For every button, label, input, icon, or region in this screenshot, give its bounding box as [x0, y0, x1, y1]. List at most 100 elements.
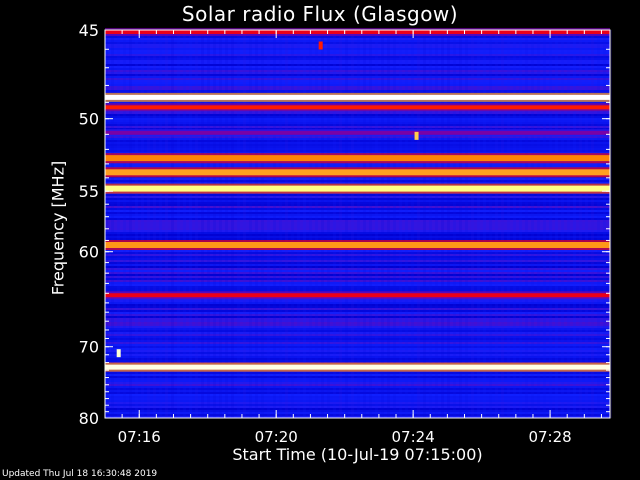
spectrogram-row — [105, 416, 610, 418]
chart-axes: 45 50 55 60 70 80 07:16 07:20 07:24 07:28 — [79, 21, 611, 446]
spectrogram-column — [219, 30, 222, 418]
spectrogram-row — [105, 410, 610, 412]
spectrogram-row — [105, 356, 610, 358]
spectrogram-column — [141, 30, 144, 418]
spectrogram-row — [105, 390, 610, 392]
spectrogram-column — [561, 30, 564, 418]
spectrogram-column — [279, 30, 282, 418]
spectrogram-row — [105, 352, 610, 354]
spectrogram-row — [105, 300, 610, 302]
spectrogram-row — [105, 48, 610, 50]
spectrogram-row — [105, 230, 610, 232]
spectrogram-column — [267, 30, 270, 418]
spectrogram-column — [183, 30, 186, 418]
spectrogram-row — [105, 262, 610, 264]
spectrogram-row — [105, 212, 610, 214]
spectrogram-column — [333, 30, 336, 418]
spectrogram-column — [171, 30, 174, 418]
spectrogram-row — [105, 208, 610, 210]
y-tick-label: 80 — [79, 409, 99, 428]
spectrogram-row — [105, 116, 610, 118]
spectrogram-column — [165, 30, 168, 418]
x-tick-label: 07:20 — [255, 428, 298, 446]
spectrogram-row — [105, 346, 610, 348]
spectrogram-row — [105, 342, 610, 344]
spectrogram-column — [195, 30, 198, 418]
spectrogram-band — [105, 105, 610, 110]
spectrogram-column — [123, 30, 126, 418]
spectrogram-row — [105, 340, 610, 342]
spectrogram-row — [105, 314, 610, 316]
spectrogram-column — [477, 30, 480, 418]
spectrogram-band — [105, 29, 610, 34]
spectrogram-column — [177, 30, 180, 418]
spectrogram-column — [453, 30, 456, 418]
spectrogram-row — [105, 82, 610, 84]
spectrogram-column — [363, 30, 366, 418]
spectrogram-column — [159, 30, 162, 418]
spectrogram-row — [105, 278, 610, 280]
spectrogram-row — [105, 56, 610, 58]
spectrogram-column — [543, 30, 546, 418]
spectrogram-band — [105, 130, 610, 135]
spectrogram-row — [105, 66, 610, 68]
spectrogram-row — [105, 80, 610, 82]
spectrogram-row — [105, 120, 610, 122]
spectrogram-row — [105, 228, 610, 230]
spectrogram-column — [423, 30, 426, 418]
spectrogram-row — [105, 412, 610, 414]
spectrogram-row — [105, 354, 610, 356]
spectrogram-row — [105, 394, 610, 396]
spectrogram-row — [105, 334, 610, 336]
spectrogram-column — [531, 30, 534, 418]
spectrogram-row — [105, 396, 610, 398]
y-axis-label: Frequency [MHz] — [48, 160, 68, 296]
spectrogram-row — [105, 74, 610, 76]
spectrogram-column — [189, 30, 192, 418]
spectrogram-column — [573, 30, 576, 418]
spectrogram-row — [105, 150, 610, 152]
spectrogram-column — [213, 30, 216, 418]
spectrogram-row — [105, 122, 610, 124]
y-tick-label: 50 — [79, 110, 99, 129]
spectrogram-row — [105, 264, 610, 266]
x-tick-label: 07:24 — [392, 428, 435, 446]
spectrogram-column — [225, 30, 228, 418]
spectrogram-row — [105, 414, 610, 416]
spectrogram-row — [105, 194, 610, 196]
spectrogram-column — [345, 30, 348, 418]
y-tick-label: 55 — [79, 182, 99, 201]
spectrogram-row — [105, 102, 610, 104]
spectrogram-row — [105, 164, 610, 166]
spectrogram-row — [105, 180, 610, 182]
spectrogram-column — [249, 30, 252, 418]
x-tick-label: 07:16 — [118, 428, 161, 446]
spectrogram-band — [105, 169, 610, 176]
spectrogram-burst-spot — [116, 349, 121, 358]
spectrogram-column — [603, 30, 606, 418]
spectrogram-column — [483, 30, 486, 418]
spectrogram-column — [471, 30, 474, 418]
spectrogram-column — [489, 30, 492, 418]
spectrogram-column — [255, 30, 258, 418]
spectrogram-row — [105, 266, 610, 268]
spectrogram-row — [105, 220, 610, 222]
spectrogram-column — [405, 30, 408, 418]
spectrogram-column — [147, 30, 150, 418]
spectrogram-row — [105, 126, 610, 128]
spectrogram-row — [105, 196, 610, 198]
spectrogram-row — [105, 402, 610, 404]
spectrogram-row — [105, 64, 610, 66]
spectrogram-row — [105, 254, 610, 256]
spectrogram-column — [357, 30, 360, 418]
spectrogram-row — [105, 44, 610, 46]
spectrogram-column — [429, 30, 432, 418]
spectrogram-row — [105, 198, 610, 200]
spectrogram-column — [567, 30, 570, 418]
spectrogram-row — [105, 306, 610, 308]
spectrogram-row — [105, 60, 610, 62]
spectrogram-row — [105, 40, 610, 42]
chart-title: Solar radio Flux (Glasgow) — [181, 2, 459, 26]
spectrogram-row — [105, 224, 610, 226]
spectrogram-row — [105, 36, 610, 38]
